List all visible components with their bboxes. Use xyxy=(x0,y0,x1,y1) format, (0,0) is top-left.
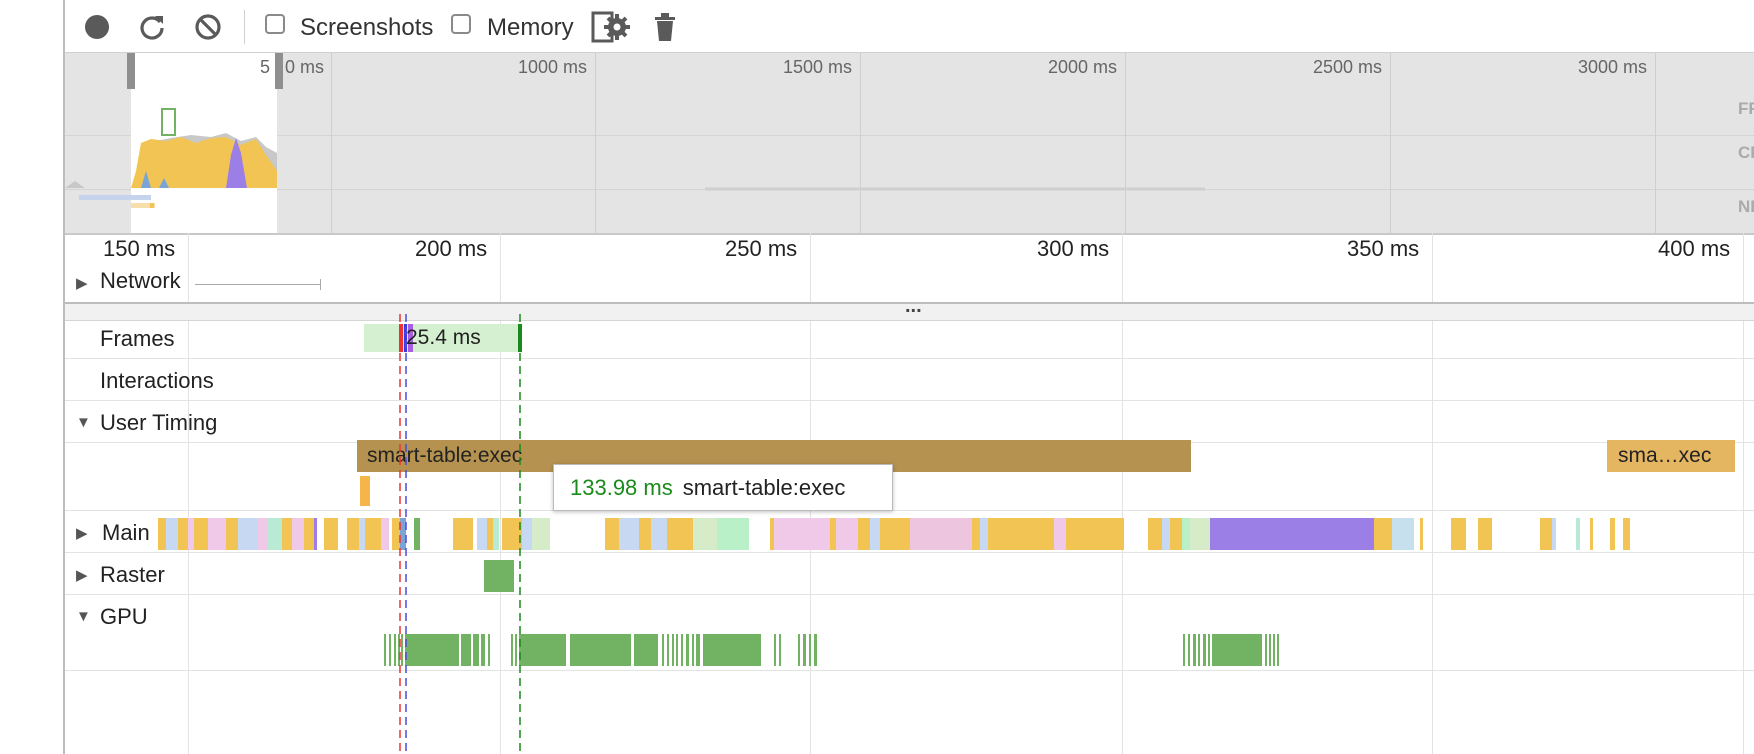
overview-row-label-net: NE xyxy=(1738,197,1754,216)
overview-gridline xyxy=(331,53,332,233)
tooltip-event-name: smart-table:exec xyxy=(682,474,846,500)
reload-icon xyxy=(140,16,164,40)
overview-gridline xyxy=(1125,53,1126,233)
user-timing-bar-label: sma…xec xyxy=(1618,444,1712,467)
network-expand-icon[interactable]: ▶ xyxy=(76,275,88,292)
tooltip-duration: 133.98 ms xyxy=(570,474,673,500)
delete-button[interactable] xyxy=(648,10,682,44)
toolbar-separator xyxy=(244,10,245,44)
frame-marker-purple xyxy=(408,324,413,352)
reload-button[interactable] xyxy=(135,10,169,44)
raster-track-label[interactable]: Raster xyxy=(100,562,165,587)
overview-tick-label: 1000 ms xyxy=(518,57,588,77)
overview-cpu-chart xyxy=(131,108,277,208)
overview-tick-label: 5 xyxy=(260,57,271,77)
gpu-track-label[interactable]: GPU xyxy=(100,604,148,629)
overview-tick-label: 1500 ms xyxy=(783,57,853,77)
left-edge-border xyxy=(63,0,65,754)
overview-gridline xyxy=(860,53,861,233)
screenshots-label: Screenshots xyxy=(300,14,434,41)
timeline-gridline xyxy=(500,233,501,754)
left-gutter xyxy=(0,0,64,754)
capture-settings-button[interactable] xyxy=(588,10,632,44)
row-separator xyxy=(65,552,1754,553)
overview-left-handle[interactable] xyxy=(127,53,135,89)
ruler-tick-label: 400 ms xyxy=(1658,236,1731,261)
row-separator xyxy=(65,358,1754,359)
network-request-line xyxy=(195,284,321,285)
ruler-tick-label: 350 ms xyxy=(1347,236,1420,261)
timeline-gridline xyxy=(1432,233,1433,754)
overview-row-labels: FP CP NE xyxy=(1730,53,1754,233)
performance-toolbar: Screenshots Memory xyxy=(65,0,1754,53)
user-timing-bar-label: smart-table:exec xyxy=(367,444,523,467)
frame-duration-label: 25.4 ms xyxy=(406,326,481,349)
user-timing-collapse-icon[interactable]: ▼ xyxy=(76,414,91,431)
ruler-tick-label: 250 ms xyxy=(725,236,798,261)
pane-resizer[interactable]: ... xyxy=(65,295,1754,321)
row-separator xyxy=(65,594,1754,595)
main-expand-icon[interactable]: ▶ xyxy=(76,525,88,542)
trash-icon xyxy=(655,13,675,41)
frame-marker-red xyxy=(399,324,403,352)
resizer-dots: ... xyxy=(905,295,922,317)
user-timing-track-label[interactable]: User Timing xyxy=(100,410,218,435)
interactions-track-label: Interactions xyxy=(100,368,214,393)
overview-prewindow-activity xyxy=(65,181,131,200)
network-request-whisker xyxy=(320,279,321,290)
network-track-label[interactable]: Network xyxy=(100,268,181,293)
frame-block[interactable] xyxy=(364,324,522,352)
timeline-overview[interactable]: 5 0 ms 1000 ms 1500 ms 2000 ms 2500 ms 3… xyxy=(65,53,1754,235)
clear-icon xyxy=(195,14,221,40)
ruler-tick-label: 150 ms xyxy=(103,236,176,261)
ruler-tick-label: 300 ms xyxy=(1037,236,1110,261)
overview-tick-label: 2500 ms xyxy=(1313,57,1383,77)
overview-tick-label: 2000 ms xyxy=(1048,57,1118,77)
record-icon xyxy=(85,15,109,39)
row-separator xyxy=(65,510,1754,511)
capture-settings-icon xyxy=(591,11,630,43)
overview-right-handle[interactable] xyxy=(275,53,283,89)
overview-row-label-cpu: CP xyxy=(1738,143,1754,162)
main-track-label[interactable]: Main xyxy=(100,520,152,546)
screenshots-checkbox[interactable] xyxy=(265,14,285,34)
timeline-gridline xyxy=(188,233,189,754)
overview-faint-activity xyxy=(705,187,1205,191)
gpu-collapse-icon[interactable]: ▼ xyxy=(76,608,91,625)
ruler-tick-label: 200 ms xyxy=(415,236,488,261)
overview-gridline xyxy=(595,53,596,233)
timeline-gridline xyxy=(1122,233,1123,754)
gpu-task-chart[interactable] xyxy=(0,634,1754,668)
raster-task[interactable] xyxy=(484,560,514,592)
raster-expand-icon[interactable]: ▶ xyxy=(76,567,88,584)
row-separator xyxy=(65,670,1754,671)
row-separator xyxy=(65,400,1754,401)
overview-tick-label: 0 ms xyxy=(285,57,325,77)
overview-row-divider xyxy=(65,135,1754,136)
overview-gridline xyxy=(1655,53,1656,233)
memory-checkbox[interactable] xyxy=(451,14,471,34)
timeline-gridline xyxy=(1743,233,1744,754)
frame-marker-green xyxy=(518,324,522,352)
user-timing-mark[interactable] xyxy=(360,476,370,506)
overview-tick-label: 3000 ms xyxy=(1578,57,1648,77)
main-thread-flamechart[interactable] xyxy=(0,516,1754,552)
frames-track-label: Frames xyxy=(100,326,175,351)
event-tooltip: 133.98 ms smart-table:exec xyxy=(553,464,893,511)
overview-selection-window[interactable] xyxy=(131,53,277,233)
record-button[interactable] xyxy=(80,10,114,44)
user-timing-bar[interactable]: sma…xec xyxy=(1607,440,1735,472)
clear-button[interactable] xyxy=(191,10,225,44)
overview-row-label-fps: FP xyxy=(1738,99,1754,118)
memory-label: Memory xyxy=(487,14,574,41)
overview-gridline xyxy=(1390,53,1391,233)
